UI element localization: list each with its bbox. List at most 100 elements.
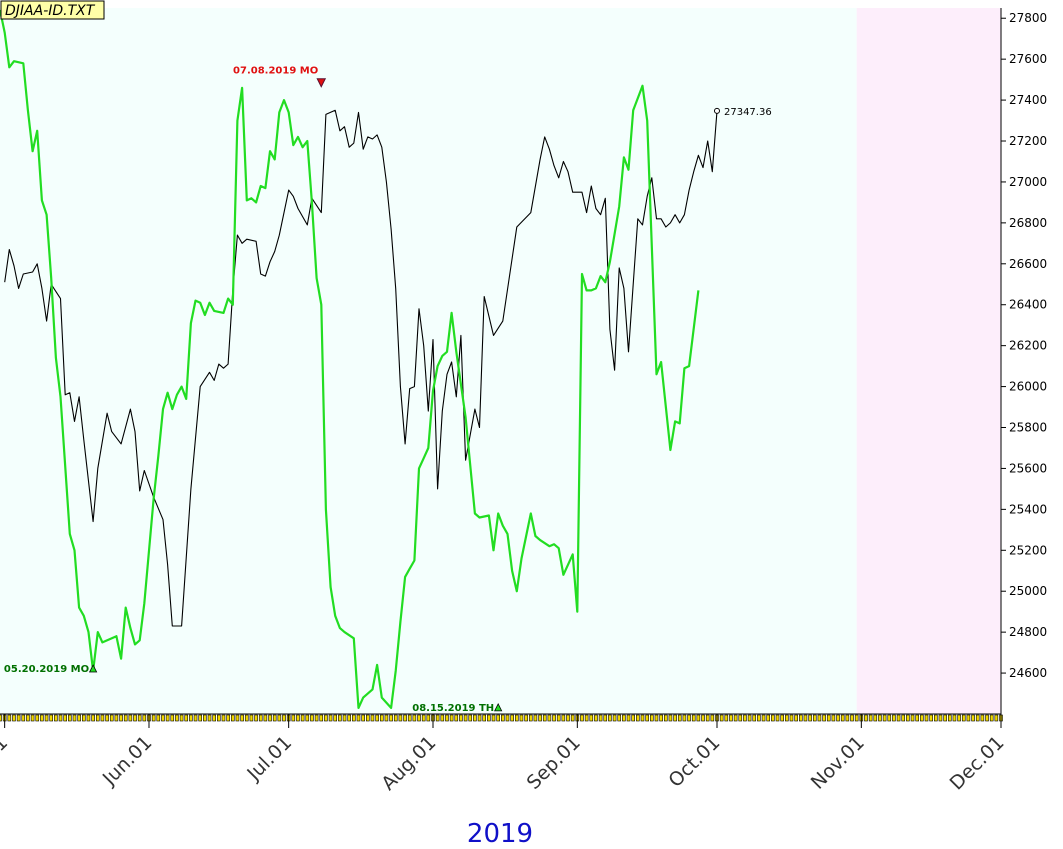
x-day-tick <box>794 714 798 722</box>
x-day-tick <box>324 714 328 722</box>
x-day-tick <box>836 714 840 722</box>
x-day-tick <box>221 714 226 722</box>
x-day-tick <box>873 714 878 722</box>
x-day-tick <box>524 714 528 722</box>
x-day-tick <box>212 714 216 722</box>
x-day-tick <box>30 714 35 722</box>
x-day-tick <box>798 714 803 722</box>
x-day-tick <box>598 714 603 722</box>
annotations: 27347.36 07.08.2019 MO 05.20.2019 MO 08.15.… <box>4 66 772 714</box>
x-day-tick <box>100 714 105 722</box>
x-day-tick <box>468 714 473 722</box>
x-day-tick <box>663 714 668 722</box>
x-day-tick <box>482 714 487 722</box>
x-day-tick <box>519 714 524 722</box>
x-day-tick <box>426 714 431 722</box>
x-day-tick <box>393 714 398 722</box>
x-day-tick <box>417 714 421 722</box>
x-day-tick <box>184 714 189 722</box>
x-day-tick <box>230 714 235 722</box>
x-day-tick <box>994 714 999 722</box>
x-day-tick <box>882 714 887 722</box>
x-day-tick <box>58 714 63 722</box>
x-day-tick <box>68 714 72 722</box>
x-day-tick <box>463 714 468 722</box>
y-tick-label: 24800 <box>1009 625 1047 639</box>
x-day-tick <box>840 714 845 722</box>
x-day-tick <box>584 714 589 722</box>
x-day-tick <box>328 714 333 722</box>
x-day-tick <box>654 714 659 722</box>
x-day-tick <box>906 714 910 722</box>
x-day-tick <box>435 714 440 722</box>
plot-area <box>0 8 857 714</box>
series-line-1 <box>4 109 718 627</box>
x-day-tick <box>920 714 924 722</box>
x-day-tick <box>943 714 947 722</box>
title-box <box>0 0 105 20</box>
x-day-tick <box>952 714 957 722</box>
x-day-tick <box>710 714 715 722</box>
x-day-tick <box>775 714 780 722</box>
x-day-tick <box>864 714 868 722</box>
x-day-tick <box>235 714 240 722</box>
x-day-tick <box>691 714 696 722</box>
y-tick-label: 25200 <box>1009 543 1047 557</box>
x-day-tick <box>896 714 901 722</box>
x-day-tick <box>398 714 403 722</box>
x-day-tick <box>845 714 850 722</box>
x-day-tick <box>822 714 826 722</box>
x-day-tick <box>975 714 980 722</box>
x-day-tick <box>300 714 305 722</box>
x-day-tick <box>491 714 496 722</box>
x-day-tick <box>603 714 608 722</box>
x-day-tick <box>0 714 2 722</box>
x-day-tick <box>622 714 626 722</box>
y-tick-label: 27600 <box>1009 52 1047 66</box>
y-tick-label: 24600 <box>1009 666 1047 680</box>
x-day-tick <box>175 714 179 722</box>
x-day-tick <box>123 714 128 722</box>
x-day-tick <box>12 714 16 722</box>
x-day-tick <box>128 714 133 722</box>
x-day-tick <box>421 714 426 722</box>
x-day-tick <box>761 714 766 722</box>
x-day-tick <box>86 714 91 722</box>
y-tick-label: 25400 <box>1009 502 1047 516</box>
y-tick-label: 25000 <box>1009 584 1047 598</box>
x-day-tick <box>617 714 622 722</box>
x-day-tick <box>7 714 12 722</box>
x-day-tick <box>72 714 77 722</box>
x-day-tick <box>938 714 943 722</box>
x-day-tick <box>342 714 347 722</box>
x-day-tick <box>910 714 915 722</box>
x-day-tick <box>766 714 771 722</box>
x-day-tick <box>612 714 617 722</box>
x-day-tick <box>701 714 705 722</box>
x-day-tick <box>803 714 808 722</box>
x-day-tick <box>608 714 612 722</box>
x-day-tick <box>771 714 775 722</box>
x-day-tick <box>757 714 761 722</box>
x-day-tick <box>361 714 365 722</box>
x-day-tick <box>961 714 966 722</box>
x-day-tick <box>440 714 445 722</box>
x-day-tick <box>49 714 54 722</box>
x-day-tick <box>934 714 938 722</box>
x-day-tick <box>473 714 477 722</box>
x-day-tick <box>240 714 244 722</box>
chart-title: DJIAA-ID.TXT <box>5 3 96 19</box>
x-day-tick <box>528 714 533 722</box>
x-day-tick <box>673 714 677 722</box>
x-day-tick <box>542 714 547 722</box>
x-day-tick <box>54 714 58 722</box>
y-tick-label: 26600 <box>1009 257 1047 271</box>
x-day-tick <box>538 714 542 722</box>
x-day-tick <box>170 714 175 722</box>
x-day-tick <box>808 714 812 722</box>
y-tick-label: 25600 <box>1009 461 1047 475</box>
x-day-tick <box>137 714 142 722</box>
x-day-tick <box>738 714 743 722</box>
x-day-tick <box>119 714 123 722</box>
